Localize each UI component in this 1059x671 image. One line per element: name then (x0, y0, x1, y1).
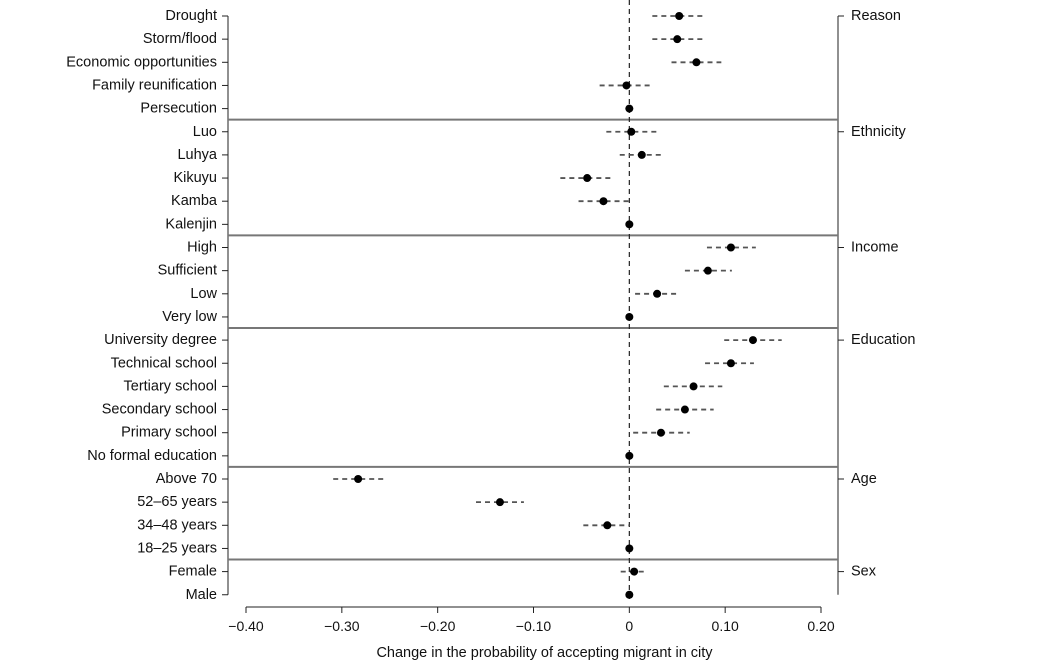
category-label: Secondary school (102, 402, 217, 418)
category-label: Very low (162, 309, 217, 325)
estimate-point (673, 35, 682, 44)
category-label: Kikuyu (173, 170, 217, 186)
estimate-point (630, 567, 639, 576)
estimate-point (689, 382, 698, 391)
group-label: Reason (851, 8, 901, 24)
estimate-point (354, 475, 363, 483)
category-label: High (187, 240, 217, 256)
estimate-point (625, 104, 634, 113)
group-label: Age (851, 471, 877, 487)
estimate-point (625, 312, 634, 321)
category-label: Primary school (121, 425, 217, 441)
x-tick-label: −0.20 (420, 618, 456, 634)
group-label: Ethnicity (851, 124, 907, 140)
estimate-point (599, 197, 608, 206)
category-label: Luo (193, 124, 217, 140)
x-tick-label: −0.40 (228, 618, 264, 634)
category-label: Male (186, 587, 217, 603)
category-label: Persecution (140, 101, 217, 117)
estimate-point (692, 58, 701, 67)
category-label: 52–65 years (137, 494, 217, 510)
estimate-point (637, 150, 646, 159)
category-label: University degree (104, 332, 217, 348)
estimate-point (625, 451, 634, 460)
estimate-point (495, 498, 504, 507)
x-tick-label: 0.20 (807, 618, 834, 634)
category-label: 18–25 years (137, 540, 217, 556)
estimate-point (680, 405, 689, 414)
category-label: Technical school (111, 355, 217, 371)
category-label: Economic opportunities (66, 54, 217, 70)
x-axis-title: Change in the probability of accepting m… (376, 645, 713, 661)
estimate-point (583, 174, 592, 183)
category-label: Kalenjin (165, 216, 217, 232)
group-label: Education (851, 332, 916, 348)
category-label: Female (169, 564, 217, 580)
estimate-point (726, 243, 735, 252)
category-label: Tertiary school (124, 378, 217, 394)
estimate-point (675, 12, 684, 20)
estimate-point (603, 521, 612, 530)
group-label: Income (851, 240, 899, 256)
group-label: Sex (851, 564, 877, 580)
category-label: Low (190, 286, 217, 302)
x-tick-label: −0.10 (516, 618, 552, 634)
category-label: Family reunification (92, 77, 217, 93)
category-label: Luhya (177, 147, 217, 163)
estimate-point (656, 428, 665, 437)
category-label: Storm/flood (143, 31, 217, 47)
category-label: 34–48 years (137, 517, 217, 533)
category-label: Drought (165, 8, 217, 24)
x-tick-label: 0 (625, 618, 633, 634)
estimate-point (653, 289, 662, 298)
estimate-point (625, 590, 634, 599)
category-label: No formal education (87, 448, 217, 464)
estimate-point (748, 336, 757, 345)
estimate-point (703, 266, 712, 275)
x-tick-label: −0.30 (324, 618, 360, 634)
x-tick-label: 0.10 (712, 618, 739, 634)
estimate-point (627, 127, 636, 136)
estimate-point (726, 359, 735, 368)
category-label: Kamba (171, 193, 218, 209)
category-label: Above 70 (156, 471, 217, 487)
estimate-point (622, 81, 631, 90)
estimate-point (625, 220, 634, 229)
estimate-point (625, 544, 634, 553)
category-label: Sufficient (158, 263, 217, 279)
